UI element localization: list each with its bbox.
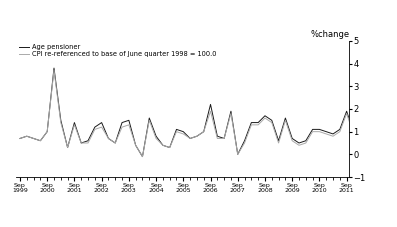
Age pensioner: [52, 67, 56, 69]
CPI re-referenced to base of June quarter 1998 = 100.0: [45, 130, 50, 133]
CPI re-referenced to base of June quarter 1998 = 100.0: [154, 137, 158, 140]
Age pensioner: [242, 139, 247, 142]
Age pensioner: [154, 135, 158, 138]
CPI re-referenced to base of June quarter 1998 = 100.0: [140, 155, 145, 158]
Text: %change: %change: [310, 30, 349, 39]
CPI re-referenced to base of June quarter 1998 = 100.0: [17, 137, 22, 140]
Age pensioner: [256, 121, 260, 124]
Legend: Age pensioner, CPI re-referenced to base of June quarter 1998 = 100.0: Age pensioner, CPI re-referenced to base…: [19, 44, 216, 57]
Age pensioner: [17, 137, 22, 140]
CPI re-referenced to base of June quarter 1998 = 100.0: [52, 69, 56, 72]
CPI re-referenced to base of June quarter 1998 = 100.0: [365, 137, 370, 140]
CPI re-referenced to base of June quarter 1998 = 100.0: [242, 142, 247, 144]
Age pensioner: [45, 130, 50, 133]
Line: Age pensioner: Age pensioner: [20, 68, 367, 157]
Line: CPI re-referenced to base of June quarter 1998 = 100.0: CPI re-referenced to base of June quarte…: [20, 70, 367, 157]
Age pensioner: [215, 135, 220, 138]
Age pensioner: [140, 155, 145, 158]
CPI re-referenced to base of June quarter 1998 = 100.0: [215, 137, 220, 140]
CPI re-referenced to base of June quarter 1998 = 100.0: [195, 135, 199, 138]
Age pensioner: [195, 135, 199, 138]
Age pensioner: [365, 135, 370, 138]
CPI re-referenced to base of June quarter 1998 = 100.0: [256, 123, 260, 126]
